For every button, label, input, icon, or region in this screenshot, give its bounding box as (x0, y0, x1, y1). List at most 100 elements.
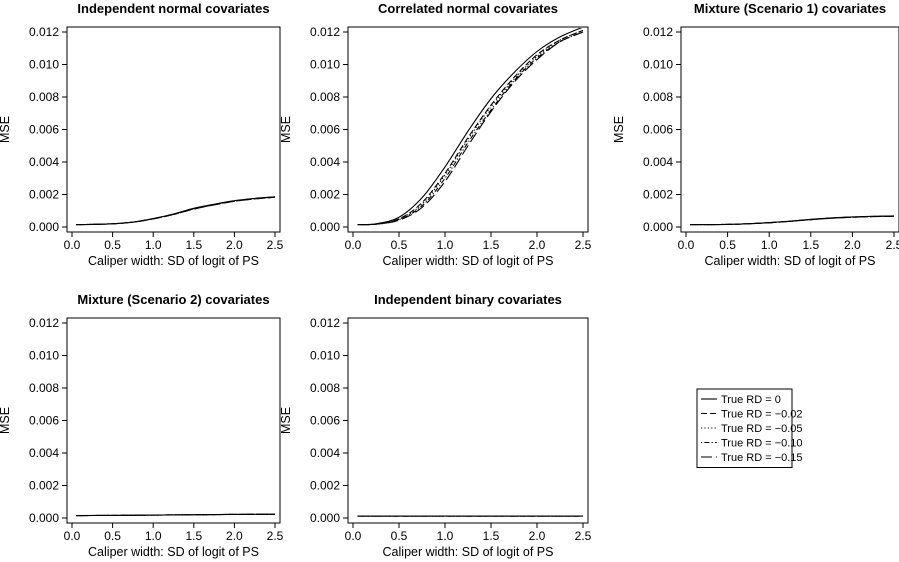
y-axis-label: MSE (279, 116, 293, 143)
legend-label: True RD = −0.02 (721, 409, 803, 421)
plot-frame (66, 26, 281, 233)
x-tick-label: 1.0 (437, 238, 454, 252)
y-axis-label: MSE (0, 116, 12, 143)
series-line-1 (357, 28, 583, 226)
y-tick-label: 0.002 (643, 188, 673, 202)
legend-box (696, 388, 793, 468)
legend-label: True RD = 0 (721, 394, 781, 406)
series-line-2 (357, 29, 584, 226)
y-tick-label: 0.004 (310, 155, 340, 169)
series-line-5 (76, 513, 276, 517)
chart-panel-4: Mixture (Scenario 2) covariates 0.0 0.5 1.0… (0, 292, 284, 559)
plot-frame (680, 26, 899, 233)
x-axis-label: Caliper width: SD of logit of PS (383, 545, 554, 559)
y-tick-label: 0.012 (310, 25, 340, 39)
x-tick-label: 0.5 (391, 238, 408, 252)
series-line-3 (76, 196, 276, 226)
y-axis-label: MSE (612, 116, 626, 143)
x-axis-label: Caliper width: SD of logit of PS (88, 545, 259, 559)
y-tick-label: 0.006 (643, 123, 673, 137)
y-tick-label: 0.008 (310, 90, 340, 104)
legend-label: True RD = −0.05 (721, 423, 803, 435)
chart-title: Correlated normal covariates (378, 1, 558, 16)
y-tick-label: 0.012 (310, 316, 340, 330)
x-tick-label: 1.0 (145, 529, 162, 543)
chart-title: Independent binary covariates (374, 292, 562, 307)
x-tick-label: 1.0 (437, 529, 454, 543)
y-tick-label: 0.000 (310, 511, 340, 525)
x-tick-label: 2.0 (529, 238, 546, 252)
plot-frame (347, 317, 589, 524)
x-tick-label: 1.5 (185, 238, 202, 252)
y-tick-label: 0.010 (310, 58, 340, 72)
x-tick-label: 0.5 (104, 529, 121, 543)
x-axis-label: Caliper width: SD of logit of PS (88, 254, 259, 268)
y-tick-label: 0.010 (29, 58, 59, 72)
chart-title: Mixture (Scenario 2) covariates (77, 292, 269, 307)
y-tick-label: 0.004 (310, 446, 340, 460)
y-tick-label: 0.008 (643, 90, 673, 104)
legend-label: True RD = −0.15 (721, 452, 803, 464)
chart-panel-2: Correlated normal covariates 0.0 0.5 1.0 1.5… (279, 1, 592, 268)
x-axis-label: Caliper width: SD of logit of PS (705, 254, 876, 268)
y-tick-label: 0.006 (310, 414, 340, 428)
y-tick-label: 0.000 (643, 220, 673, 234)
x-tick-label: 2.0 (844, 238, 861, 252)
y-tick-label: 0.002 (310, 188, 340, 202)
chart-panel-5: Independent binary covariates 0.0 0.5 1.0 1.… (279, 292, 592, 559)
x-tick-label: 2.0 (226, 529, 243, 543)
x-tick-label: 0.0 (345, 238, 362, 252)
y-tick-label: 0.008 (29, 90, 59, 104)
x-tick-label: 1.5 (483, 238, 500, 252)
x-tick-label: 0.0 (64, 529, 81, 543)
y-axis-label: MSE (279, 407, 293, 434)
x-tick-label: 1.0 (761, 238, 778, 252)
series-line-4 (357, 31, 584, 226)
legend: True RD = 0 True RD = −0.02 True RD = −0.0… (696, 388, 803, 468)
y-tick-label: 0.010 (29, 349, 59, 363)
x-tick-label: 2.0 (226, 238, 243, 252)
chart-panel-3: Mixture (Scenario 1) covariates 0.0 0.5 1.0… (612, 1, 899, 268)
legend-label: True RD = −0.10 (721, 438, 803, 450)
x-tick-label: 2.5 (267, 529, 284, 543)
y-tick-label: 0.000 (29, 511, 59, 525)
series-line-5 (690, 215, 895, 226)
x-tick-label: 1.5 (185, 529, 202, 543)
series-line-4 (76, 196, 276, 226)
y-tick-label: 0.012 (29, 25, 59, 39)
series-line-1 (76, 196, 276, 226)
x-tick-label: 2.5 (575, 238, 592, 252)
x-tick-label: 2.5 (267, 238, 284, 252)
plot-frame (347, 26, 589, 233)
x-tick-label: 0.5 (104, 238, 121, 252)
y-tick-label: 0.002 (29, 479, 59, 493)
y-tick-label: 0.002 (29, 188, 59, 202)
x-tick-label: 0.0 (345, 529, 362, 543)
y-tick-label: 0.006 (29, 123, 59, 137)
y-tick-label: 0.010 (643, 58, 673, 72)
y-tick-label: 0.008 (29, 381, 59, 395)
y-tick-label: 0.008 (310, 381, 340, 395)
y-tick-label: 0.000 (310, 220, 340, 234)
x-tick-label: 0.5 (719, 238, 736, 252)
x-tick-label: 2.0 (529, 529, 546, 543)
y-tick-label: 0.004 (643, 155, 673, 169)
x-tick-label: 0.0 (64, 238, 81, 252)
x-tick-label: 2.5 (886, 238, 899, 252)
y-tick-label: 0.004 (29, 446, 59, 460)
x-tick-label: 0.0 (678, 238, 695, 252)
y-tick-label: 0.010 (310, 349, 340, 363)
y-tick-label: 0.002 (310, 479, 340, 493)
y-tick-label: 0.004 (29, 155, 59, 169)
series-line-2 (76, 196, 276, 226)
x-tick-label: 1.0 (145, 238, 162, 252)
series-line-3 (357, 29, 584, 226)
series-line-5 (357, 31, 584, 226)
y-tick-label: 0.012 (643, 25, 673, 39)
x-tick-label: 1.5 (802, 238, 819, 252)
x-tick-label: 0.5 (391, 529, 408, 543)
y-axis-label: MSE (0, 407, 12, 434)
plot-frame (66, 317, 281, 524)
chart-panel-1: Independent normal covariates 0.0 0.5 1.0 1.… (0, 1, 284, 268)
